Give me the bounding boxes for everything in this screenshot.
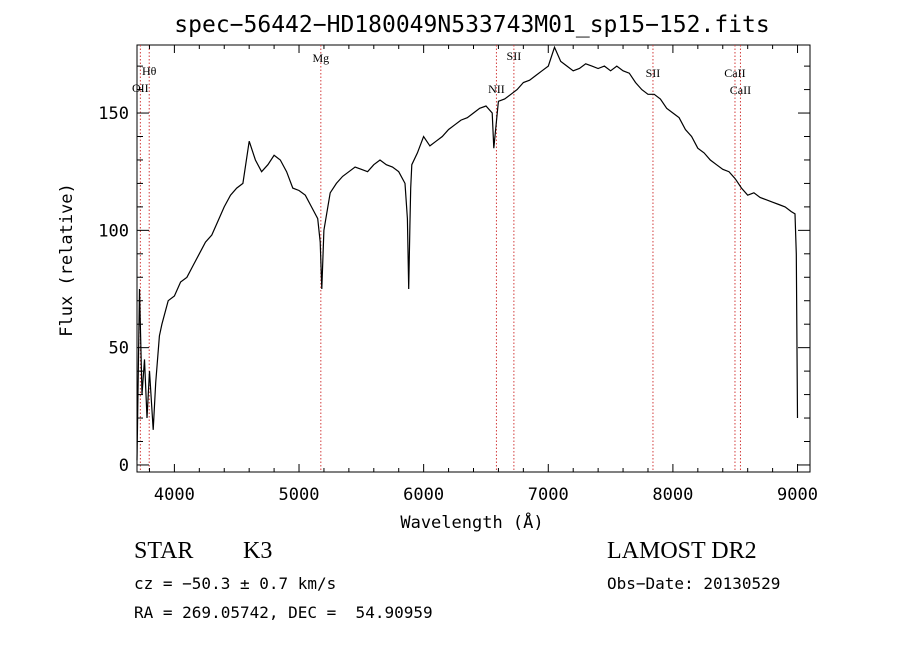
object-class: STAR (134, 538, 194, 564)
spectral-line-labels: Hθ OII Mg NII SII SII CaII CaII (132, 49, 751, 97)
x-tick-label: 4000 (154, 485, 195, 505)
x-tick-label: 7000 (528, 485, 569, 505)
spectral-line-label: CaII (724, 66, 745, 80)
x-tick-label: 5000 (279, 485, 320, 505)
spectral-line-label: NII (488, 82, 505, 96)
x-tick-label: 8000 (652, 485, 693, 505)
coordinates: RA = 269.05742, DEC = 54.90959 (134, 603, 433, 622)
chart-title: spec−56442−HD180049N533743M01_sp15−152.f… (174, 12, 769, 38)
y-tick-label: 50 (109, 339, 129, 359)
observation-date: Obs−Date: 20130529 (607, 574, 781, 593)
spectrum-line (136, 45, 799, 461)
redshift-velocity: cz = −50.3 ± 0.7 km/s (134, 574, 337, 593)
y-tick-label: 150 (98, 104, 129, 124)
spectral-line-label: Mg (312, 51, 329, 65)
x-axis: 4000 5000 6000 7000 8000 9000 (148, 45, 818, 505)
survey-name: LAMOST DR2 (607, 538, 757, 564)
spectral-line-label: Hθ (142, 64, 157, 78)
y-tick-label: 0 (119, 456, 129, 476)
spectral-subclass: K3 (243, 538, 273, 564)
x-axis-label: Wavelength (Å) (400, 511, 543, 533)
y-axis: 0 50 100 150 (98, 65, 810, 476)
y-axis-label: Flux (relative) (57, 183, 77, 337)
spectral-line-label: SII (507, 49, 522, 63)
spectral-line-label: CaII (730, 83, 751, 97)
spectral-line-markers (139, 45, 741, 472)
plot-frame (136, 44, 811, 473)
spectral-line-label: OII (132, 81, 149, 95)
spectral-line-label: SII (646, 66, 661, 80)
x-tick-label: 6000 (403, 485, 444, 505)
y-tick-label: 100 (98, 221, 129, 241)
x-tick-label: 9000 (777, 485, 818, 505)
